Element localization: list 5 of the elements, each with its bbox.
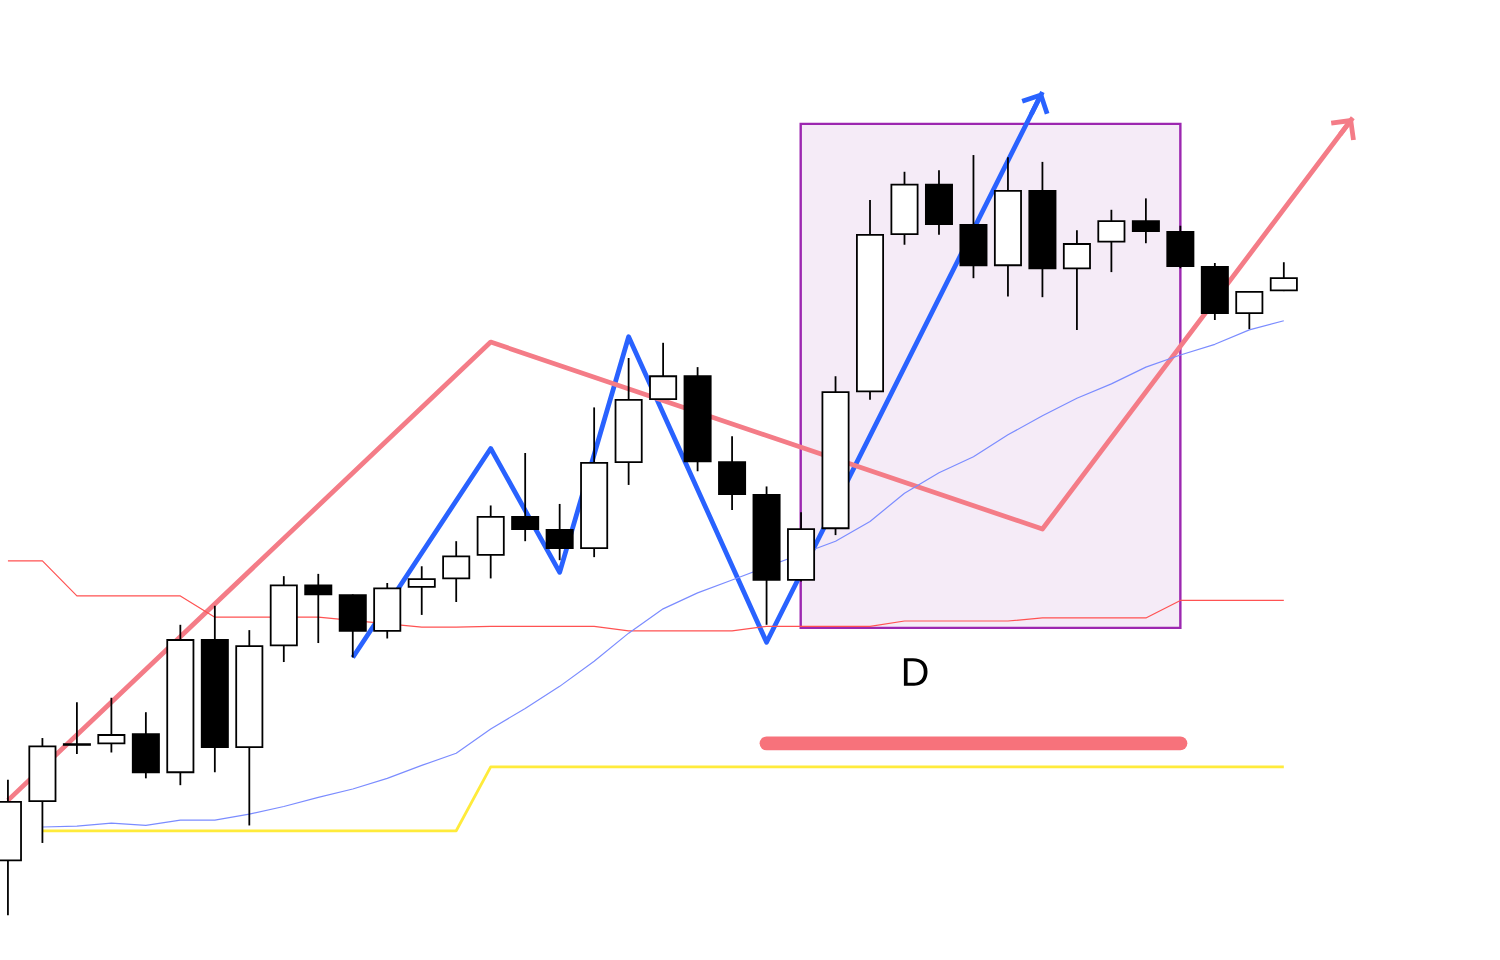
candlestick [304, 572, 333, 644]
candlestick [62, 701, 91, 755]
candlestick [97, 696, 126, 754]
annotation: D [903, 658, 928, 686]
candlestick [511, 452, 540, 543]
